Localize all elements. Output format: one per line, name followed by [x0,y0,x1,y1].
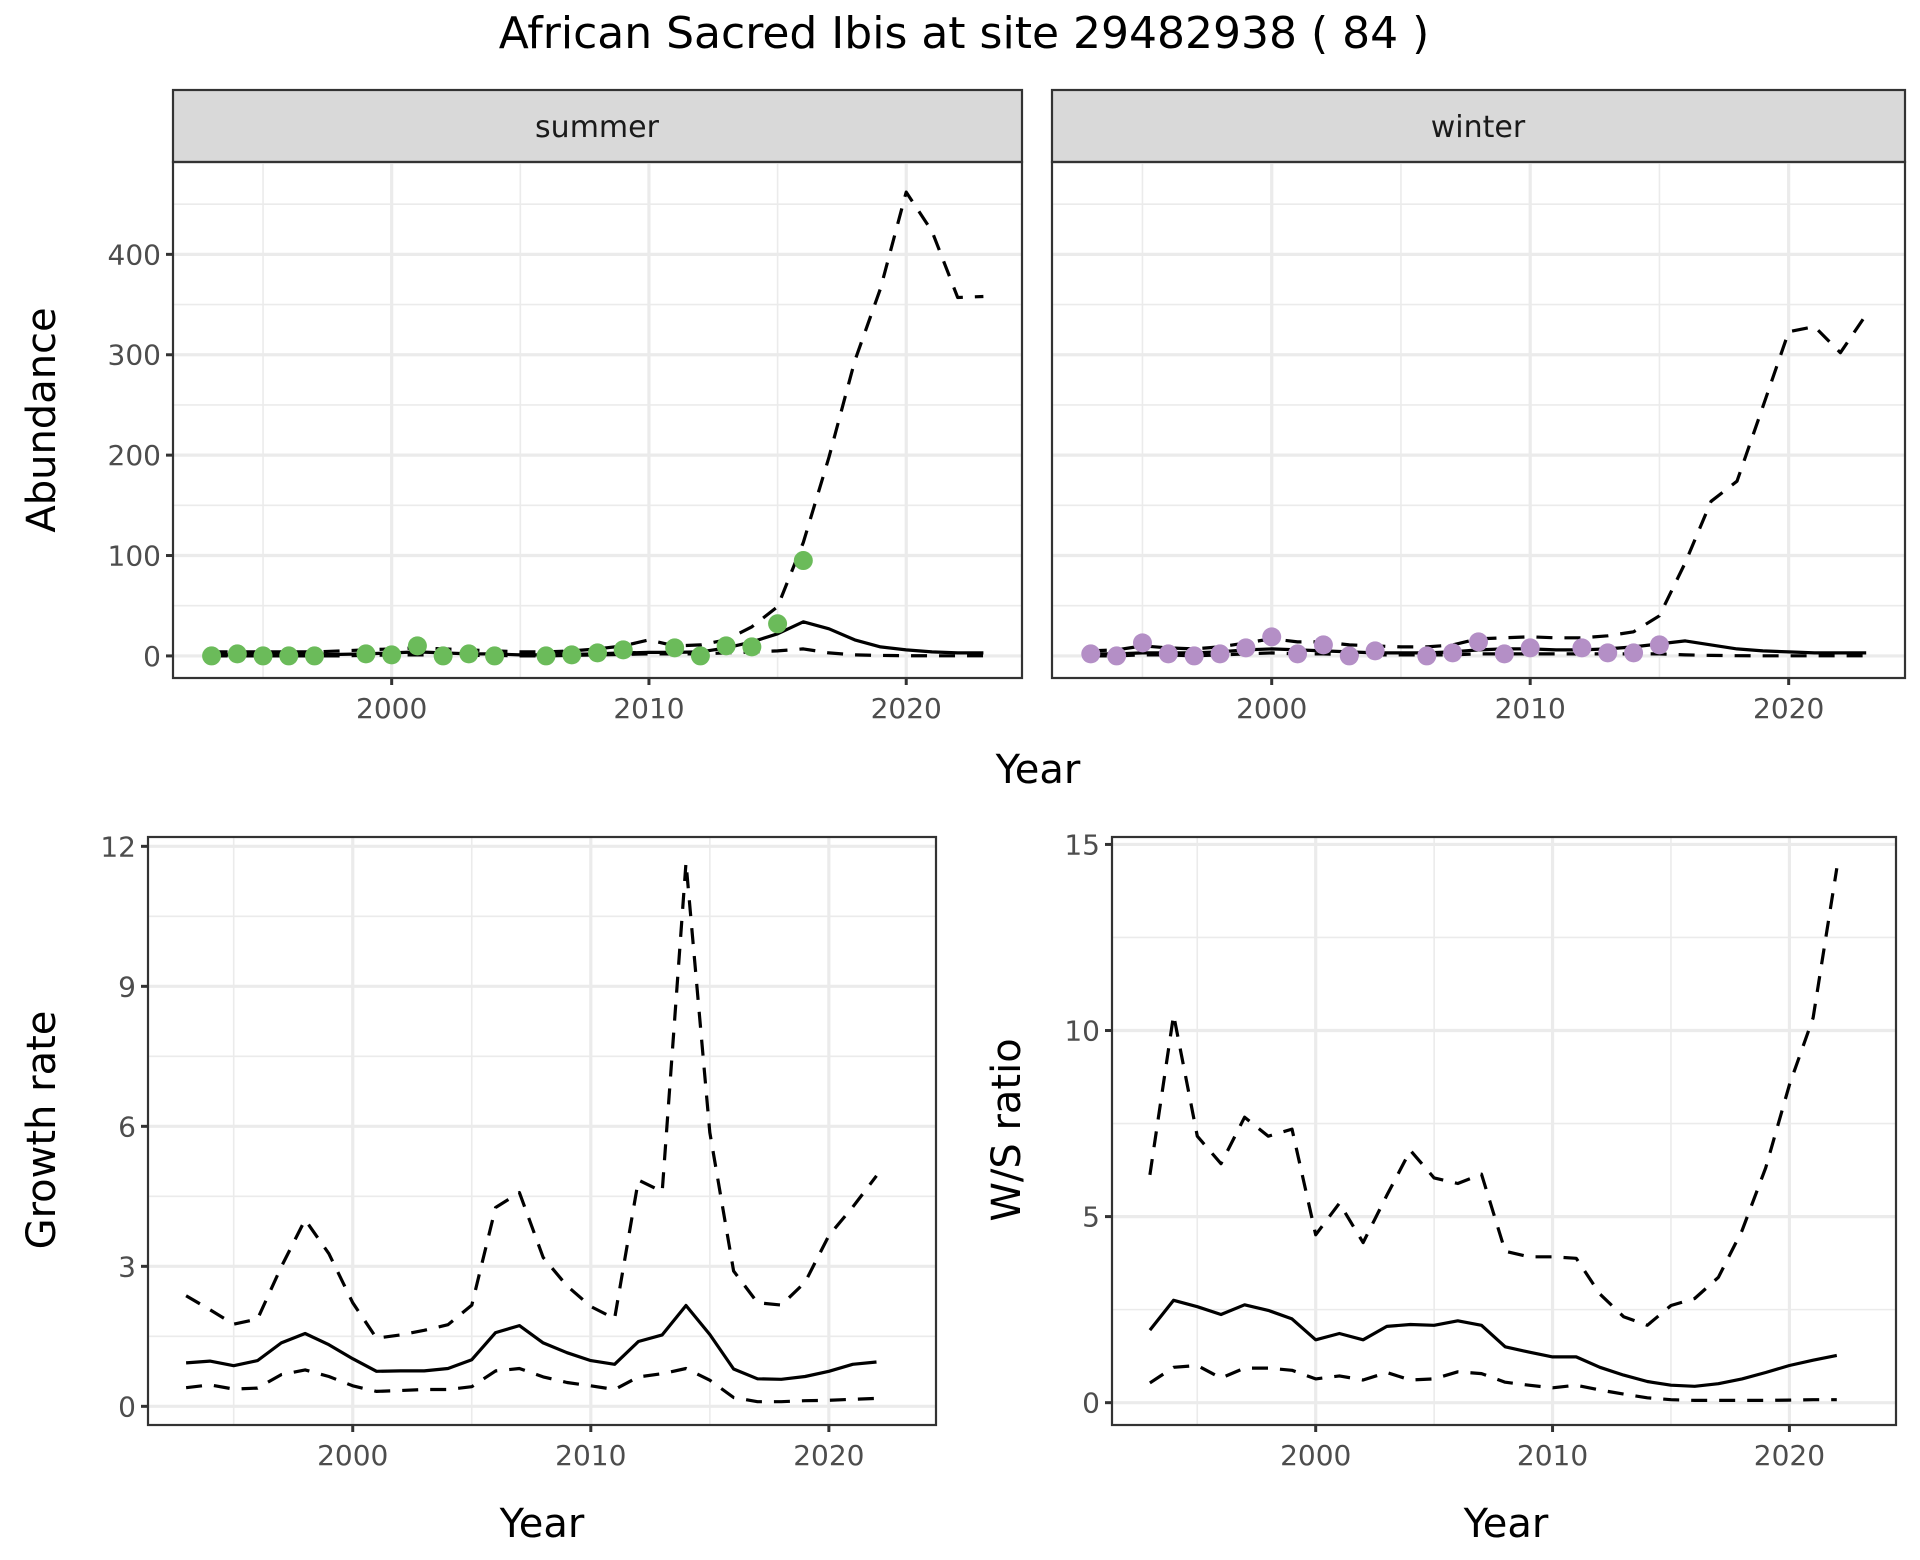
lower-ci-line [185,1366,877,1404]
y-tick-label: 300 [108,339,161,372]
y-tick-label: 12 [100,830,136,863]
panel-abundance-winter: 2000 2010 2020 [1050,160,1907,725]
panel-abundance-summer: 0 100 200 300 400 2000 2010 2020 [108,160,1024,725]
data-point [202,646,222,666]
data-point [279,646,299,666]
y-axis-title-growth: Growth rate [19,1011,65,1250]
data-point [613,640,633,660]
x-tick-label: 2010 [555,1439,626,1472]
data-point [1494,644,1514,664]
data-point [536,646,556,666]
data-point [1288,644,1308,664]
data-point [485,646,505,666]
strip-label-winter: winter [1431,110,1526,145]
data-point [253,646,273,666]
data-point [1184,646,1204,666]
chart-title: African Sacred Ibis at site 29482938 ( 8… [499,8,1430,59]
data-point [459,644,479,664]
data-point [227,644,247,664]
y-axis-title-abundance: Abundance [19,307,65,532]
x-axis-title-ws: Year [1463,1501,1549,1547]
data-point [562,645,582,665]
data-point [1236,638,1256,658]
data-point [742,637,762,657]
strip-winter [1050,88,1907,164]
x-tick-label: 2000 [317,1439,388,1472]
data-point [382,645,402,665]
data-point [716,636,736,656]
upper-ci-line [1148,868,1839,1327]
y-tick-label: 400 [108,238,161,271]
strip-summer [171,88,1024,164]
data-point [1520,638,1540,658]
y-tick-label: 0 [1082,1387,1100,1420]
data-point [690,646,710,666]
data-point [407,636,427,656]
lower-ci-line [1090,651,1867,658]
panel-border [171,160,1024,680]
y-tick-label: 200 [108,439,161,472]
y-axis-title-ws: W/S ratio [984,1038,1030,1221]
data-point [793,551,813,571]
x-tick-label: 2000 [1280,1439,1351,1472]
data-point [1572,638,1592,658]
lower-ci-line [1149,1363,1837,1402]
mean-line [185,1303,877,1381]
y-tick-label: 6 [118,1110,136,1143]
upper-ci-line [1090,313,1868,653]
x-tick-label: 2010 [1495,692,1566,725]
y-tick-label: 3 [118,1250,136,1283]
x-tick-label: 2020 [793,1439,864,1472]
x-tick-label: 2000 [356,692,427,725]
data-point [588,643,607,663]
x-tick-label: 2010 [613,692,684,725]
data-point [768,614,788,634]
data-point [1081,644,1101,664]
y-tick-label: 0 [143,640,161,673]
y-tick-label: 100 [108,540,161,573]
data-point [1158,644,1178,664]
data-point [433,646,453,666]
data-point [1313,635,1333,655]
data-point [1339,646,1359,666]
panel-ws-ratio: 0 5 10 15 2000 2010 2020 [1064,828,1898,1472]
data-point [1598,643,1618,663]
data-point [1469,632,1488,652]
data-point [1210,644,1230,664]
y-tick-label: 5 [1082,1201,1100,1234]
y-tick-label: 0 [118,1390,136,1423]
data-point [1365,641,1385,661]
upper-ci-line [185,861,878,1340]
y-tick-label: 10 [1064,1015,1100,1048]
x-tick-label: 2000 [1236,692,1307,725]
x-tick-label: 2010 [1517,1439,1588,1472]
data-point [356,644,376,664]
y-tick-label: 15 [1064,828,1100,861]
x-axis-title-growth: Year [499,1501,585,1547]
upper-ci-line [211,190,984,654]
panel-growth-rate: 0 3 6 9 12 2000 2010 2020 [100,830,938,1472]
data-point [1443,643,1463,663]
mean-line [1148,1298,1838,1388]
data-point [1417,646,1437,666]
data-point [1132,633,1152,653]
x-tick-label: 2020 [1754,1439,1825,1472]
x-tick-label: 2020 [1753,692,1824,725]
panel-border [1110,835,1898,1427]
data-point [665,638,685,658]
x-axis-title-abundance: Year [995,747,1081,793]
panel-border [146,835,938,1427]
data-point [305,646,324,666]
x-tick-label: 2020 [871,692,942,725]
data-point [1649,635,1669,655]
y-tick-label: 9 [118,970,136,1003]
data-point [1107,646,1127,666]
panel-border [1050,160,1907,680]
data-point [1262,627,1282,647]
strip-label-summer: summer [535,110,660,145]
data-point [1624,643,1644,663]
